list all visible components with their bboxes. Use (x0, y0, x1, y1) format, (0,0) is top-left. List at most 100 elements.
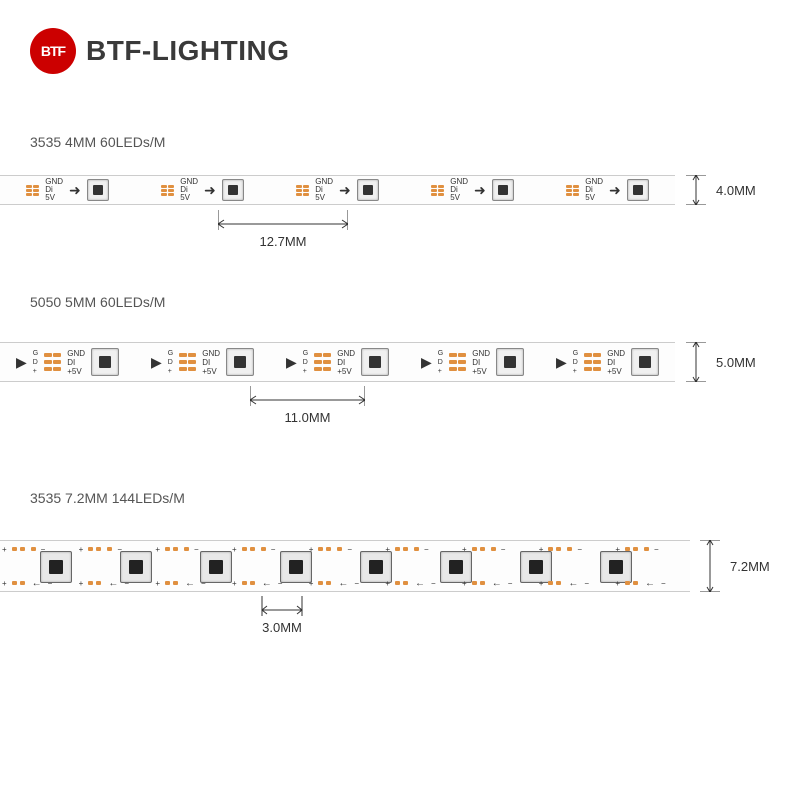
strip1-segment: GNDDi5V➜ (540, 176, 675, 204)
solder-pads (162, 581, 181, 585)
pin-labels: GNDDI+5V (202, 349, 220, 376)
pin-labels: GNDDI+5V (337, 349, 355, 376)
pin-labels: GNDDI+5V (607, 349, 625, 376)
pin-labels: GD+ (438, 349, 443, 376)
direction-arrow-icon: ▶ (151, 354, 162, 371)
polarity-label: + (537, 579, 546, 588)
polarity-label: − (429, 579, 438, 588)
header: BTF BTF-LIGHTING (0, 0, 800, 74)
led-chip-icon (357, 179, 379, 201)
pin-labels: GNDDi5V (315, 178, 333, 202)
strip2-height-label: 5.0MM (716, 355, 756, 370)
direction-arrow-icon: ▶ (16, 354, 27, 371)
polarity-label: + (613, 579, 622, 588)
polarity-label: − (506, 579, 515, 588)
polarity-label: − (46, 579, 55, 588)
direction-arrow-icon: ▶ (421, 354, 432, 371)
led-chip-icon (492, 179, 514, 201)
strip2-segment: ▶GD+GNDDI+5V (135, 343, 270, 381)
strip2-pitch-label: 11.0MM (250, 410, 365, 425)
led-chip-icon (627, 179, 649, 201)
strip1-row: GNDDi5V➜GNDDi5V➜GNDDi5V➜GNDDi5V➜GNDDi5V➜… (0, 175, 800, 205)
direction-arrow-icon: ➜ (474, 182, 486, 199)
pin-labels: GNDDI+5V (67, 349, 85, 376)
strip1-pitch-label: 12.7MM (218, 234, 348, 249)
strip1-segment: GNDDi5V ➜ (270, 176, 405, 204)
strip3-height-label: 7.2MM (730, 559, 770, 574)
strip3-pitch-dim: 3.0MM (260, 596, 304, 635)
direction-arrow-icon: ➜ (204, 182, 216, 199)
pin-labels: GNDDi5V (45, 178, 63, 202)
strip2-height-dim: 5.0MM (682, 342, 756, 382)
direction-arrow-icon: ← (488, 578, 506, 589)
direction-arrow-icon: ← (641, 578, 659, 589)
direction-arrow-icon: ← (411, 578, 429, 589)
polarity-label: + (0, 579, 9, 588)
polarity-label: + (383, 579, 392, 588)
direction-arrow-icon: ▶ (286, 354, 297, 371)
strip2-segment: ▶ GD+ GNDDI+5V (270, 343, 405, 381)
strip3-bot-pad-row: +←−+←−+←−+←−+←−+←−+←−+←−+←− (0, 577, 690, 589)
strip3-label: 3535 7.2MM 144LEDs/M (30, 490, 185, 506)
solder-pads (85, 581, 104, 585)
solder-pads (622, 581, 641, 585)
direction-arrow-icon: ← (564, 578, 582, 589)
polarity-label: − (199, 579, 208, 588)
strip1-height-dim: 4.0MM (682, 175, 756, 205)
solder-pads (566, 185, 579, 196)
strip1-segment: GNDDi5V ➜ (135, 176, 270, 204)
solder-pads (545, 581, 564, 585)
polarity-label: − (276, 579, 285, 588)
led-chip-icon (226, 348, 254, 376)
solder-pads (449, 352, 466, 372)
solder-pads (179, 352, 196, 372)
direction-arrow-icon: ➜ (69, 182, 81, 199)
pin-labels: GNDDi5V (450, 178, 468, 202)
polarity-label: − (582, 579, 591, 588)
solder-pads (9, 581, 28, 585)
polarity-label: + (153, 579, 162, 588)
polarity-label: − (352, 579, 361, 588)
direction-arrow-icon: ← (334, 578, 352, 589)
pin-labels: GD+ (33, 349, 38, 376)
strip1-segment: GNDDi5V ➜ (0, 176, 135, 204)
logo-icon: BTF (30, 28, 76, 74)
strip2-segment: ▶GD+GNDDI+5V (540, 343, 675, 381)
solder-pads (431, 185, 444, 196)
strip2-segment: ▶ GD+ GNDDI+5V (0, 343, 135, 381)
led-chip-icon (361, 348, 389, 376)
direction-arrow-icon: ← (181, 578, 199, 589)
solder-pads (26, 185, 39, 196)
polarity-label: − (659, 579, 668, 588)
led-chip-icon (631, 348, 659, 376)
polarity-label: + (307, 579, 316, 588)
polarity-label: + (230, 579, 239, 588)
led-chip-icon (222, 179, 244, 201)
strip1: GNDDi5V➜GNDDi5V➜GNDDi5V➜GNDDi5V➜GNDDi5V➜… (0, 175, 675, 205)
strip1-label: 3535 4MM 60LEDs/M (30, 134, 165, 150)
pin-labels: GD+ (303, 349, 308, 376)
solder-pads (296, 185, 309, 196)
solder-pads (392, 581, 411, 585)
direction-arrow-icon: ← (28, 578, 46, 589)
direction-arrow-icon: ➜ (609, 182, 621, 199)
strip1-pitch-dim: 12.7MM (218, 210, 348, 249)
solder-pads (469, 581, 488, 585)
led-chip-icon (87, 179, 109, 201)
solder-pads (315, 581, 334, 585)
strip2-label: 5050 5MM 60LEDs/M (30, 294, 165, 310)
polarity-label: − (122, 579, 131, 588)
pin-labels: GNDDi5V (180, 178, 198, 202)
solder-pads (239, 581, 258, 585)
direction-arrow-icon: ➜ (339, 182, 351, 199)
led-chip-icon (496, 348, 524, 376)
direction-arrow-icon: ← (258, 578, 276, 589)
strip2-row: ▶GD+GNDDI+5V▶GD+GNDDI+5V▶GD+GNDDI+5V▶GD+… (0, 342, 800, 382)
strip2: ▶GD+GNDDI+5V▶GD+GNDDI+5V▶GD+GNDDI+5V▶GD+… (0, 342, 675, 382)
direction-arrow-icon: ← (104, 578, 122, 589)
strip1-segment: GNDDi5V ➜ (405, 176, 540, 204)
led-chip-icon (91, 348, 119, 376)
strip3-pitch-label: 3.0MM (250, 620, 314, 635)
direction-arrow-icon: ▶ (556, 354, 567, 371)
pin-labels: GNDDI+5V (472, 349, 490, 376)
